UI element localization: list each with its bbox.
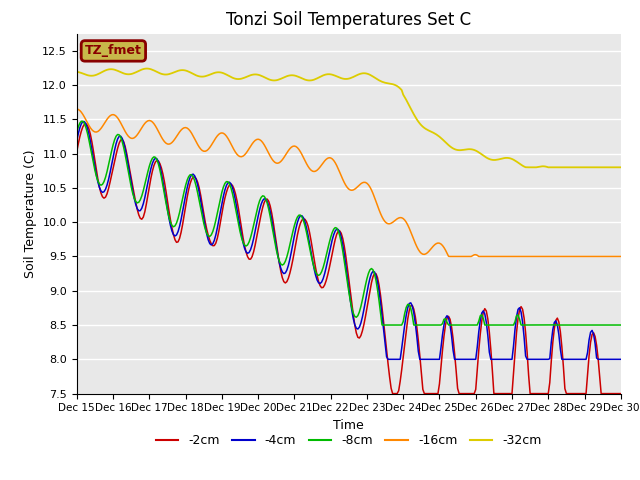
-4cm xyxy=(73,138,81,144)
-2cm xyxy=(617,391,625,396)
Line: -16cm: -16cm xyxy=(77,109,621,256)
-16cm xyxy=(617,253,625,259)
-4cm xyxy=(386,357,394,362)
-32cm xyxy=(73,69,81,75)
Line: -4cm: -4cm xyxy=(77,121,621,360)
X-axis label: Time: Time xyxy=(333,419,364,432)
-16cm xyxy=(383,220,390,226)
-32cm xyxy=(617,165,625,170)
-16cm xyxy=(413,244,420,250)
Text: TZ_fmet: TZ_fmet xyxy=(85,44,142,58)
-16cm xyxy=(73,106,81,112)
-8cm xyxy=(73,129,81,135)
-4cm xyxy=(90,156,97,161)
-16cm xyxy=(552,253,559,259)
-32cm xyxy=(88,73,96,79)
-8cm xyxy=(404,301,412,307)
-16cm xyxy=(88,127,96,132)
-2cm xyxy=(416,353,424,359)
-8cm xyxy=(386,322,394,328)
Line: -32cm: -32cm xyxy=(77,69,621,168)
-32cm xyxy=(554,165,561,170)
Line: -2cm: -2cm xyxy=(77,124,621,394)
-8cm xyxy=(416,322,424,328)
Title: Tonzi Soil Temperatures Set C: Tonzi Soil Temperatures Set C xyxy=(226,11,472,29)
-16cm xyxy=(446,253,454,259)
-2cm xyxy=(554,315,561,321)
-4cm xyxy=(404,305,412,311)
-4cm xyxy=(176,224,184,229)
-16cm xyxy=(174,132,182,137)
-32cm xyxy=(415,119,422,124)
-32cm xyxy=(384,81,392,86)
-8cm xyxy=(90,160,97,166)
-2cm xyxy=(404,316,412,322)
-4cm xyxy=(554,322,561,328)
-32cm xyxy=(176,68,184,73)
-2cm xyxy=(82,121,90,127)
-2cm xyxy=(73,148,81,154)
-8cm xyxy=(77,119,85,124)
-8cm xyxy=(554,322,561,328)
-8cm xyxy=(176,210,184,216)
-2cm xyxy=(388,391,396,396)
Line: -8cm: -8cm xyxy=(77,121,621,325)
-4cm xyxy=(617,357,625,362)
-32cm xyxy=(143,66,150,72)
-2cm xyxy=(90,148,97,154)
-8cm xyxy=(378,322,386,328)
-4cm xyxy=(384,357,392,362)
Y-axis label: Soil Temperature (C): Soil Temperature (C) xyxy=(24,149,36,278)
-16cm xyxy=(401,217,408,223)
-4cm xyxy=(79,119,86,124)
-2cm xyxy=(176,236,184,241)
-2cm xyxy=(384,361,392,367)
-32cm xyxy=(524,165,531,170)
-4cm xyxy=(416,357,424,362)
-8cm xyxy=(617,322,625,328)
Legend: -2cm, -4cm, -8cm, -16cm, -32cm: -2cm, -4cm, -8cm, -16cm, -32cm xyxy=(151,429,547,452)
-32cm xyxy=(403,97,410,103)
